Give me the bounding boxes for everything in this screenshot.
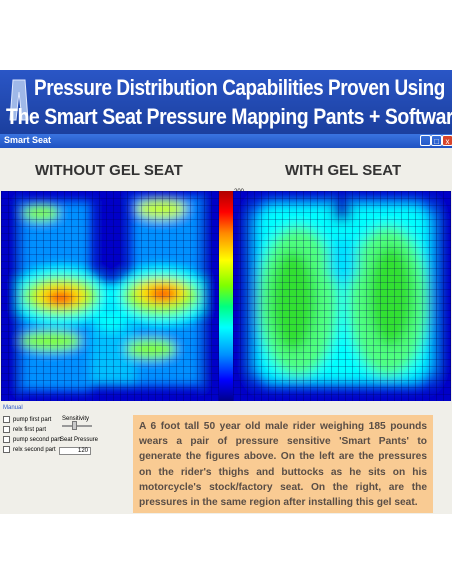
title-banner: Pressure Distribution Capabilities Prove… (0, 70, 452, 134)
checkbox-label: pump second part (13, 437, 62, 444)
description-box: A 6 foot tall 50 year old male rider wei… (133, 415, 433, 513)
manual-menu[interactable]: Manual (3, 405, 23, 411)
maximize-button[interactable]: □ (431, 135, 442, 146)
banner-title-line1: Pressure Distribution Capabilities Prove… (34, 75, 445, 100)
checkbox-label: relx first part (13, 427, 47, 434)
checkbox-box[interactable] (3, 436, 10, 443)
checkbox-box[interactable] (3, 416, 10, 423)
heatmap-without-gel-image (1, 191, 219, 401)
minimize-button[interactable]: _ (420, 135, 431, 146)
left-panel-heading: WITHOUT GEL SEAT (35, 162, 183, 179)
checkbox-label: relx second part (13, 447, 56, 454)
checkbox-relx-first-part[interactable]: relx first part (3, 426, 46, 433)
banner-title-line2: The Smart Seat Pressure Mapping Pants + … (6, 104, 452, 129)
heatmap-with-gel-image (233, 191, 451, 401)
close-button[interactable]: x (442, 135, 452, 146)
seat-pressure-input[interactable]: 120 (59, 447, 91, 455)
window-titlebar: Smart Seat _ □ x (0, 134, 452, 148)
checkbox-label: pump first part (13, 417, 52, 424)
pressure-color-scale (219, 191, 233, 401)
sensitivity-slider-handle[interactable] (72, 421, 77, 430)
checkbox-box[interactable] (3, 426, 10, 433)
window-title: Smart Seat (4, 135, 52, 145)
checkbox-box[interactable] (3, 446, 10, 453)
pants-logo-icon (9, 79, 29, 121)
heatmap-without-gel (1, 191, 219, 401)
sensitivity-slider-track[interactable] (62, 425, 92, 427)
right-panel-heading: WITH GEL SEAT (285, 162, 402, 179)
seat-pressure-label: Seat Pressure (60, 437, 99, 443)
manual-menu-label[interactable]: Manual (3, 405, 23, 411)
checkbox-pump-first-part[interactable]: pump first part (3, 416, 51, 423)
heatmap-with-gel (233, 191, 451, 401)
checkbox-relx-second-part[interactable]: relx second part (3, 446, 56, 453)
checkbox-pump-second-part[interactable]: pump second part (3, 436, 61, 443)
sensitivity-label: Sensitivity (62, 416, 90, 422)
